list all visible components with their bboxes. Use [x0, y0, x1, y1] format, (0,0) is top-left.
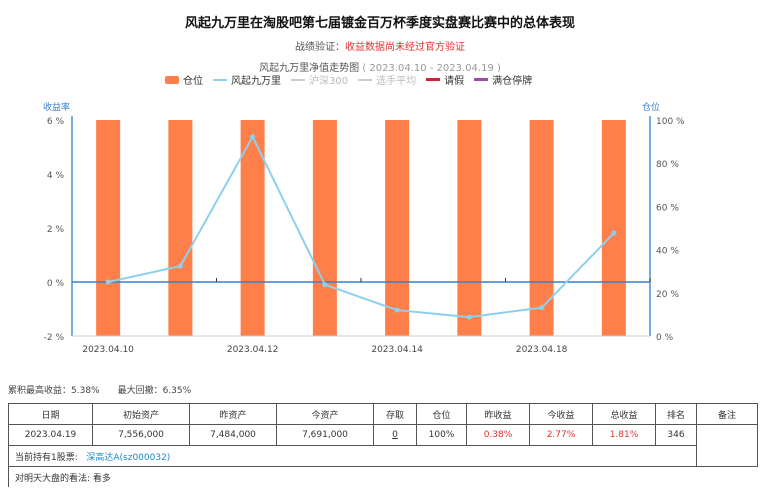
position-bar — [312, 120, 337, 336]
return-point — [539, 305, 545, 311]
table-row: 2023.04.19 7,556,000 7,484,000 7,691,000… — [8, 424, 758, 467]
verify-value: 收益数据尚未经过官方验证 — [345, 42, 465, 53]
y-left-tick: 4 % — [47, 171, 65, 181]
return-point — [177, 263, 183, 269]
y-right-label: 仓位 — [642, 101, 660, 113]
y-right-tick: 20 % — [656, 290, 679, 300]
chart-range: ( 2023.04.10 - 2023.04.19 ) — [362, 63, 501, 74]
return-point — [105, 279, 111, 285]
legend-leave[interactable]: 请假 — [426, 72, 464, 87]
y-right-tick: 100 % — [656, 117, 685, 127]
max-gain: 累积最高收益：5.38% — [8, 386, 100, 396]
position-bar — [457, 120, 482, 336]
legend: 仓位 风起九万里 沪深300 选手平均 请假 满仓停牌 — [165, 72, 532, 87]
position-bar — [240, 120, 265, 336]
legend-hs300[interactable]: 沪深300 — [291, 72, 348, 87]
verify-label: 战绩验证： — [295, 42, 345, 53]
y-left-label: 收益率 — [43, 101, 70, 113]
stats: 累积最高收益：5.38% 最大回撤：6.35% — [8, 383, 209, 396]
y-left-tick: 2 % — [47, 225, 65, 235]
y-right-tick: 40 % — [656, 247, 679, 257]
x-tick-label: 2023.04.12 — [227, 345, 279, 355]
y-right-tick: 60 % — [656, 203, 679, 213]
table-header: 日期 初始资产 昨资产 今资产 存取 仓位 昨收益 今收益 总收益 排名 备注 — [8, 403, 758, 425]
position-bar — [529, 120, 554, 336]
chart-title: 风起九万里净值走势图 ( 2023.04.10 - 2023.04.19 ) — [0, 59, 760, 74]
legend-suspended[interactable]: 满仓停牌 — [474, 72, 532, 87]
y-right-tick: 0 % — [656, 333, 674, 343]
record-table: 日期 初始资产 昨资产 今资产 存取 仓位 昨收益 今收益 总收益 排名 备注 … — [8, 403, 758, 487]
y-left-tick: -2 % — [44, 333, 65, 343]
return-line — [107, 134, 615, 319]
holding-label: 当前持有1股票: — [15, 452, 78, 463]
y-left-tick: 0 % — [47, 279, 65, 289]
position-bar — [385, 120, 410, 336]
position-bar — [168, 120, 193, 336]
x-tick-label: 2023.04.10 — [82, 345, 134, 355]
page-title: 风起九万里在淘股吧第七届镀金百万杯季度实盘赛比赛中的总体表现 — [184, 16, 575, 31]
x-tick-label: 2023.04.14 — [371, 345, 423, 355]
return-point — [466, 314, 472, 320]
return-point — [322, 282, 328, 288]
legend-average[interactable]: 选手平均 — [358, 72, 416, 87]
position-bar — [96, 120, 121, 336]
position-bar — [601, 120, 626, 336]
legend-position[interactable]: 仓位 — [165, 72, 203, 87]
deposit-link[interactable]: 0 — [392, 430, 398, 440]
legend-return[interactable]: 风起九万里 — [213, 72, 281, 87]
return-point — [250, 134, 256, 140]
return-point — [394, 307, 400, 313]
chart: 6 % 4 % 2 % 0 % -2 % 100 % 80 % 60 % 40 % 20 % 0 %… — [43, 101, 685, 355]
verify-line: 战绩验证：收益数据尚未经过官方验证 — [0, 38, 760, 53]
x-tick-label: 2023.04.18 — [516, 345, 568, 355]
y-left-tick: 6 % — [47, 117, 65, 127]
y-right-tick: 80 % — [656, 160, 679, 170]
outlook-row: 对明天大盘的看法: 看多 — [8, 466, 758, 487]
chart-title-text: 风起九万里净值走势图 — [259, 63, 360, 74]
holding-row: 当前持有1股票: 深高达A(sz000032) — [8, 445, 758, 467]
max-drawdown: 最大回撤：6.35% — [117, 386, 192, 396]
return-point — [611, 230, 617, 236]
stock-link[interactable]: 深高达A(sz000032) — [86, 452, 171, 463]
